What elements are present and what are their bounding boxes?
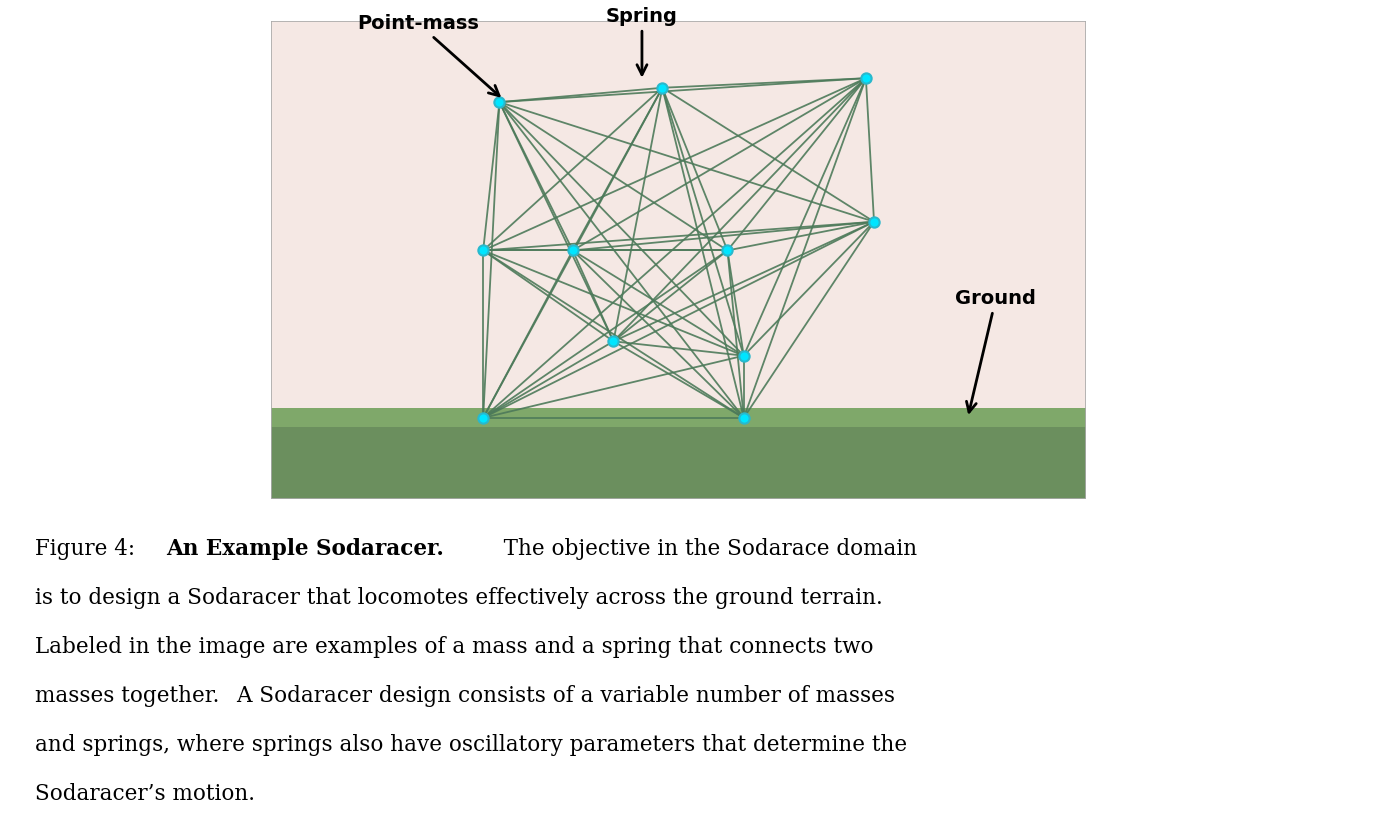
- Text: Figure 4:: Figure 4:: [35, 538, 156, 560]
- Point: [489, 96, 511, 109]
- Point: [561, 244, 583, 257]
- Point: [732, 411, 754, 424]
- Text: Labeled in the image are examples of a mass and a spring that connects two: Labeled in the image are examples of a m…: [35, 636, 873, 658]
- Point: [855, 72, 877, 85]
- Text: The objective in the Sodarace domain: The objective in the Sodarace domain: [486, 538, 917, 560]
- FancyBboxPatch shape: [271, 409, 1086, 428]
- Text: masses together.  A Sodaracer design consists of a variable number of masses: masses together. A Sodaracer design cons…: [35, 685, 895, 707]
- Point: [651, 82, 674, 95]
- Text: Point-mass: Point-mass: [356, 14, 500, 96]
- Point: [732, 349, 754, 363]
- FancyBboxPatch shape: [271, 21, 1086, 415]
- Point: [863, 215, 885, 229]
- Point: [603, 334, 625, 348]
- Text: Ground: Ground: [955, 289, 1036, 412]
- Text: Sodaracer’s motion.: Sodaracer’s motion.: [35, 783, 255, 805]
- Text: is to design a Sodaracer that locomotes effectively across the ground terrain.: is to design a Sodaracer that locomotes …: [35, 587, 883, 609]
- Text: Spring: Spring: [606, 7, 678, 75]
- Point: [717, 244, 739, 257]
- Text: An Example Sodaracer.: An Example Sodaracer.: [166, 538, 444, 560]
- Point: [472, 244, 494, 257]
- Text: and springs, where springs also have oscillatory parameters that determine the: and springs, where springs also have osc…: [35, 734, 908, 756]
- Point: [472, 411, 494, 424]
- FancyBboxPatch shape: [271, 415, 1086, 499]
